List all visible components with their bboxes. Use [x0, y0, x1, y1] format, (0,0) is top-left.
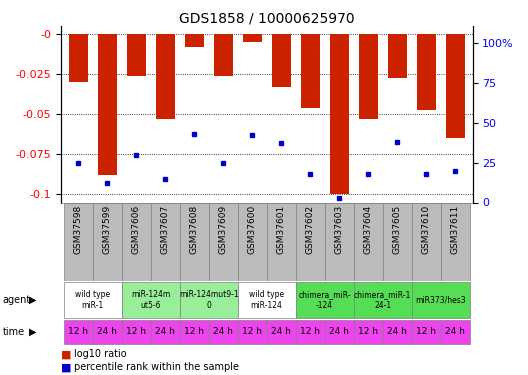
Text: 12 h: 12 h — [300, 327, 320, 336]
Bar — [121, 320, 150, 344]
Bar — [412, 282, 470, 318]
Text: 12 h: 12 h — [358, 327, 378, 336]
Bar — [69, 34, 88, 82]
Text: GSM37600: GSM37600 — [248, 205, 257, 254]
Text: GSM37603: GSM37603 — [335, 205, 344, 254]
Bar — [121, 282, 180, 318]
Text: 24 h: 24 h — [213, 327, 233, 336]
Bar — [354, 202, 383, 281]
Text: 24 h: 24 h — [97, 327, 117, 336]
Bar — [359, 34, 378, 119]
Bar — [272, 34, 290, 87]
Bar — [441, 320, 470, 344]
Bar — [412, 320, 441, 344]
Text: ▶: ▶ — [29, 327, 36, 337]
Bar — [325, 202, 354, 281]
Text: 24 h: 24 h — [387, 327, 407, 336]
Text: agent: agent — [3, 295, 31, 305]
Text: GSM37599: GSM37599 — [102, 205, 111, 254]
Bar — [441, 202, 470, 281]
Text: time: time — [3, 327, 25, 337]
Text: 12 h: 12 h — [68, 327, 88, 336]
Text: wild type
miR-124: wild type miR-124 — [249, 290, 284, 310]
Bar — [296, 202, 325, 281]
Text: 24 h: 24 h — [155, 327, 175, 336]
Text: 12 h: 12 h — [416, 327, 436, 336]
Text: 24 h: 24 h — [445, 327, 465, 336]
Text: 12 h: 12 h — [242, 327, 262, 336]
Text: GSM37602: GSM37602 — [306, 205, 315, 254]
Text: chimera_miR-1
24-1: chimera_miR-1 24-1 — [354, 290, 411, 310]
Bar — [214, 34, 232, 76]
Bar — [383, 320, 412, 344]
Bar — [243, 34, 261, 42]
Bar — [150, 202, 180, 281]
Text: GSM37601: GSM37601 — [277, 205, 286, 254]
Text: GSM37610: GSM37610 — [422, 205, 431, 254]
Text: 12 h: 12 h — [126, 327, 146, 336]
Bar — [383, 202, 412, 281]
Bar — [121, 202, 150, 281]
Bar — [98, 34, 117, 175]
Bar — [296, 320, 325, 344]
Text: GSM37611: GSM37611 — [451, 205, 460, 254]
Bar — [63, 282, 121, 318]
Bar — [238, 202, 267, 281]
Text: GSM37606: GSM37606 — [131, 205, 140, 254]
Bar — [296, 282, 354, 318]
Text: GDS1858 / 10000625970: GDS1858 / 10000625970 — [179, 11, 354, 25]
Bar — [325, 320, 354, 344]
Bar — [446, 34, 465, 138]
Text: ■: ■ — [61, 350, 71, 359]
Text: 24 h: 24 h — [329, 327, 349, 336]
Bar — [180, 202, 209, 281]
Bar — [185, 34, 204, 47]
Bar — [150, 320, 180, 344]
Text: GSM37598: GSM37598 — [73, 205, 82, 254]
Text: ■: ■ — [61, 363, 71, 372]
Bar — [180, 282, 238, 318]
Bar — [267, 320, 296, 344]
Text: miR-124mut9-1
0: miR-124mut9-1 0 — [179, 290, 239, 310]
Bar — [301, 34, 319, 108]
Bar — [354, 282, 412, 318]
Text: 12 h: 12 h — [184, 327, 204, 336]
Text: miR-124m
ut5-6: miR-124m ut5-6 — [131, 290, 170, 310]
Text: GSM37605: GSM37605 — [393, 205, 402, 254]
Bar — [156, 34, 175, 119]
Bar — [92, 202, 121, 281]
Bar — [180, 320, 209, 344]
Bar — [417, 34, 436, 110]
Text: wild type
miR-1: wild type miR-1 — [75, 290, 110, 310]
Text: log10 ratio: log10 ratio — [74, 350, 127, 359]
Bar — [63, 320, 92, 344]
Bar — [92, 320, 121, 344]
Text: GSM37607: GSM37607 — [161, 205, 169, 254]
Bar — [238, 320, 267, 344]
Bar — [127, 34, 146, 76]
Bar — [209, 320, 238, 344]
Text: 24 h: 24 h — [271, 327, 291, 336]
Bar — [209, 202, 238, 281]
Text: percentile rank within the sample: percentile rank within the sample — [74, 363, 239, 372]
Bar — [354, 320, 383, 344]
Text: GSM37608: GSM37608 — [190, 205, 199, 254]
Text: ▶: ▶ — [29, 295, 36, 305]
Bar — [267, 202, 296, 281]
Text: GSM37609: GSM37609 — [219, 205, 228, 254]
Bar — [329, 34, 348, 195]
Bar — [412, 202, 441, 281]
Bar — [388, 34, 407, 78]
Text: GSM37604: GSM37604 — [364, 205, 373, 254]
Text: miR373/hes3: miR373/hes3 — [416, 296, 466, 304]
Bar — [238, 282, 296, 318]
Text: chimera_miR-
-124: chimera_miR- -124 — [298, 290, 351, 310]
Bar — [63, 202, 92, 281]
